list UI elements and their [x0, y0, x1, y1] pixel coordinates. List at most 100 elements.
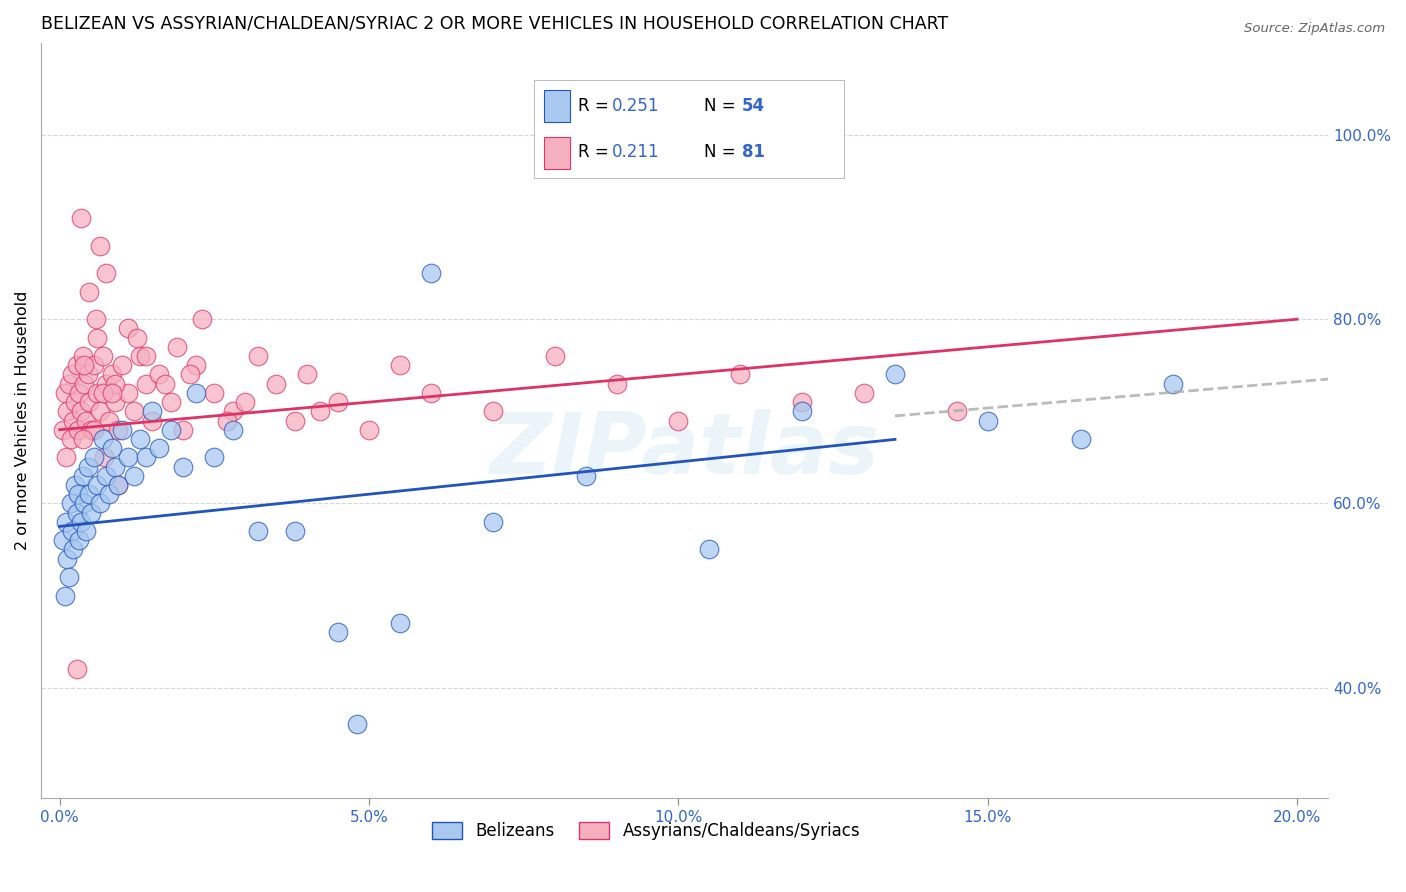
Point: [419, 385, 441, 400]
Point: [946, 404, 969, 418]
Point: [63, 395, 86, 409]
Point: [101, 368, 124, 382]
Point: [125, 330, 148, 344]
Text: 0.251: 0.251: [612, 97, 659, 115]
Point: [79, 423, 101, 437]
Text: Source: ZipAtlas.com: Source: ZipAtlas.com: [1244, 22, 1385, 36]
Bar: [544, 90, 569, 122]
Point: [98, 413, 121, 427]
Point: [79, 487, 101, 501]
Point: [388, 616, 411, 631]
Point: [91, 432, 114, 446]
Point: [284, 413, 307, 427]
Point: [117, 450, 139, 465]
Point: [58, 570, 80, 584]
Point: [72, 468, 94, 483]
Point: [482, 404, 505, 418]
Bar: [544, 136, 569, 169]
Legend: Belizeans, Assyrians/Chaldeans/Syriacs: Belizeans, Assyrians/Chaldeans/Syriacs: [425, 815, 868, 847]
Point: [53, 589, 76, 603]
Point: [94, 376, 117, 391]
Point: [75, 413, 97, 427]
Point: [233, 395, 256, 409]
Point: [117, 385, 139, 400]
Point: [172, 423, 194, 437]
Point: [107, 478, 129, 492]
Point: [55, 450, 77, 465]
Point: [153, 376, 176, 391]
Point: [699, 542, 721, 557]
Point: [977, 413, 1000, 427]
Point: [482, 515, 505, 529]
Point: [70, 211, 93, 225]
Text: N =: N =: [704, 97, 741, 115]
Point: [91, 385, 114, 400]
Point: [357, 423, 380, 437]
Point: [160, 395, 183, 409]
Point: [59, 496, 82, 510]
Point: [94, 468, 117, 483]
Point: [94, 266, 117, 280]
Point: [79, 285, 101, 299]
Point: [129, 349, 152, 363]
Point: [79, 395, 101, 409]
Point: [419, 266, 441, 280]
Point: [172, 459, 194, 474]
Point: [53, 385, 76, 400]
Point: [86, 330, 108, 344]
Point: [575, 468, 598, 483]
Point: [284, 524, 307, 538]
Point: [264, 376, 287, 391]
Point: [148, 441, 170, 455]
Point: [202, 450, 225, 465]
Point: [70, 515, 93, 529]
Point: [184, 358, 207, 372]
Point: [83, 423, 105, 437]
Point: [107, 478, 129, 492]
Point: [59, 432, 82, 446]
Point: [72, 432, 94, 446]
Point: [222, 423, 245, 437]
Point: [66, 662, 89, 676]
Point: [110, 423, 132, 437]
Point: [326, 625, 349, 640]
Point: [1163, 376, 1185, 391]
Point: [86, 385, 108, 400]
Point: [89, 238, 111, 252]
Text: ZIPatlas: ZIPatlas: [489, 409, 880, 492]
Point: [56, 551, 79, 566]
Point: [668, 413, 690, 427]
Y-axis label: 2 or more Vehicles in Household: 2 or more Vehicles in Household: [15, 291, 30, 550]
Point: [62, 413, 84, 427]
Point: [160, 423, 183, 437]
Point: [63, 478, 86, 492]
Text: 54: 54: [741, 97, 765, 115]
Point: [93, 450, 115, 465]
Point: [104, 459, 127, 474]
Point: [67, 423, 90, 437]
Point: [792, 404, 814, 418]
Point: [295, 368, 318, 382]
Text: BELIZEAN VS ASSYRIAN/CHALDEAN/SYRIAC 2 OR MORE VEHICLES IN HOUSEHOLD CORRELATION: BELIZEAN VS ASSYRIAN/CHALDEAN/SYRIAC 2 O…: [41, 15, 949, 33]
Point: [135, 450, 157, 465]
Point: [55, 515, 77, 529]
Point: [101, 385, 124, 400]
Point: [606, 376, 628, 391]
Point: [884, 368, 907, 382]
Point: [346, 717, 368, 731]
Point: [67, 487, 90, 501]
Point: [191, 312, 214, 326]
Point: [83, 358, 105, 372]
Point: [184, 385, 207, 400]
Point: [246, 349, 269, 363]
Point: [66, 358, 89, 372]
Point: [104, 376, 127, 391]
Point: [69, 385, 91, 400]
Point: [215, 413, 238, 427]
Point: [73, 358, 96, 372]
Point: [89, 404, 111, 418]
Point: [222, 404, 245, 418]
Point: [89, 496, 111, 510]
Text: R =: R =: [578, 97, 613, 115]
Text: N =: N =: [704, 144, 741, 161]
